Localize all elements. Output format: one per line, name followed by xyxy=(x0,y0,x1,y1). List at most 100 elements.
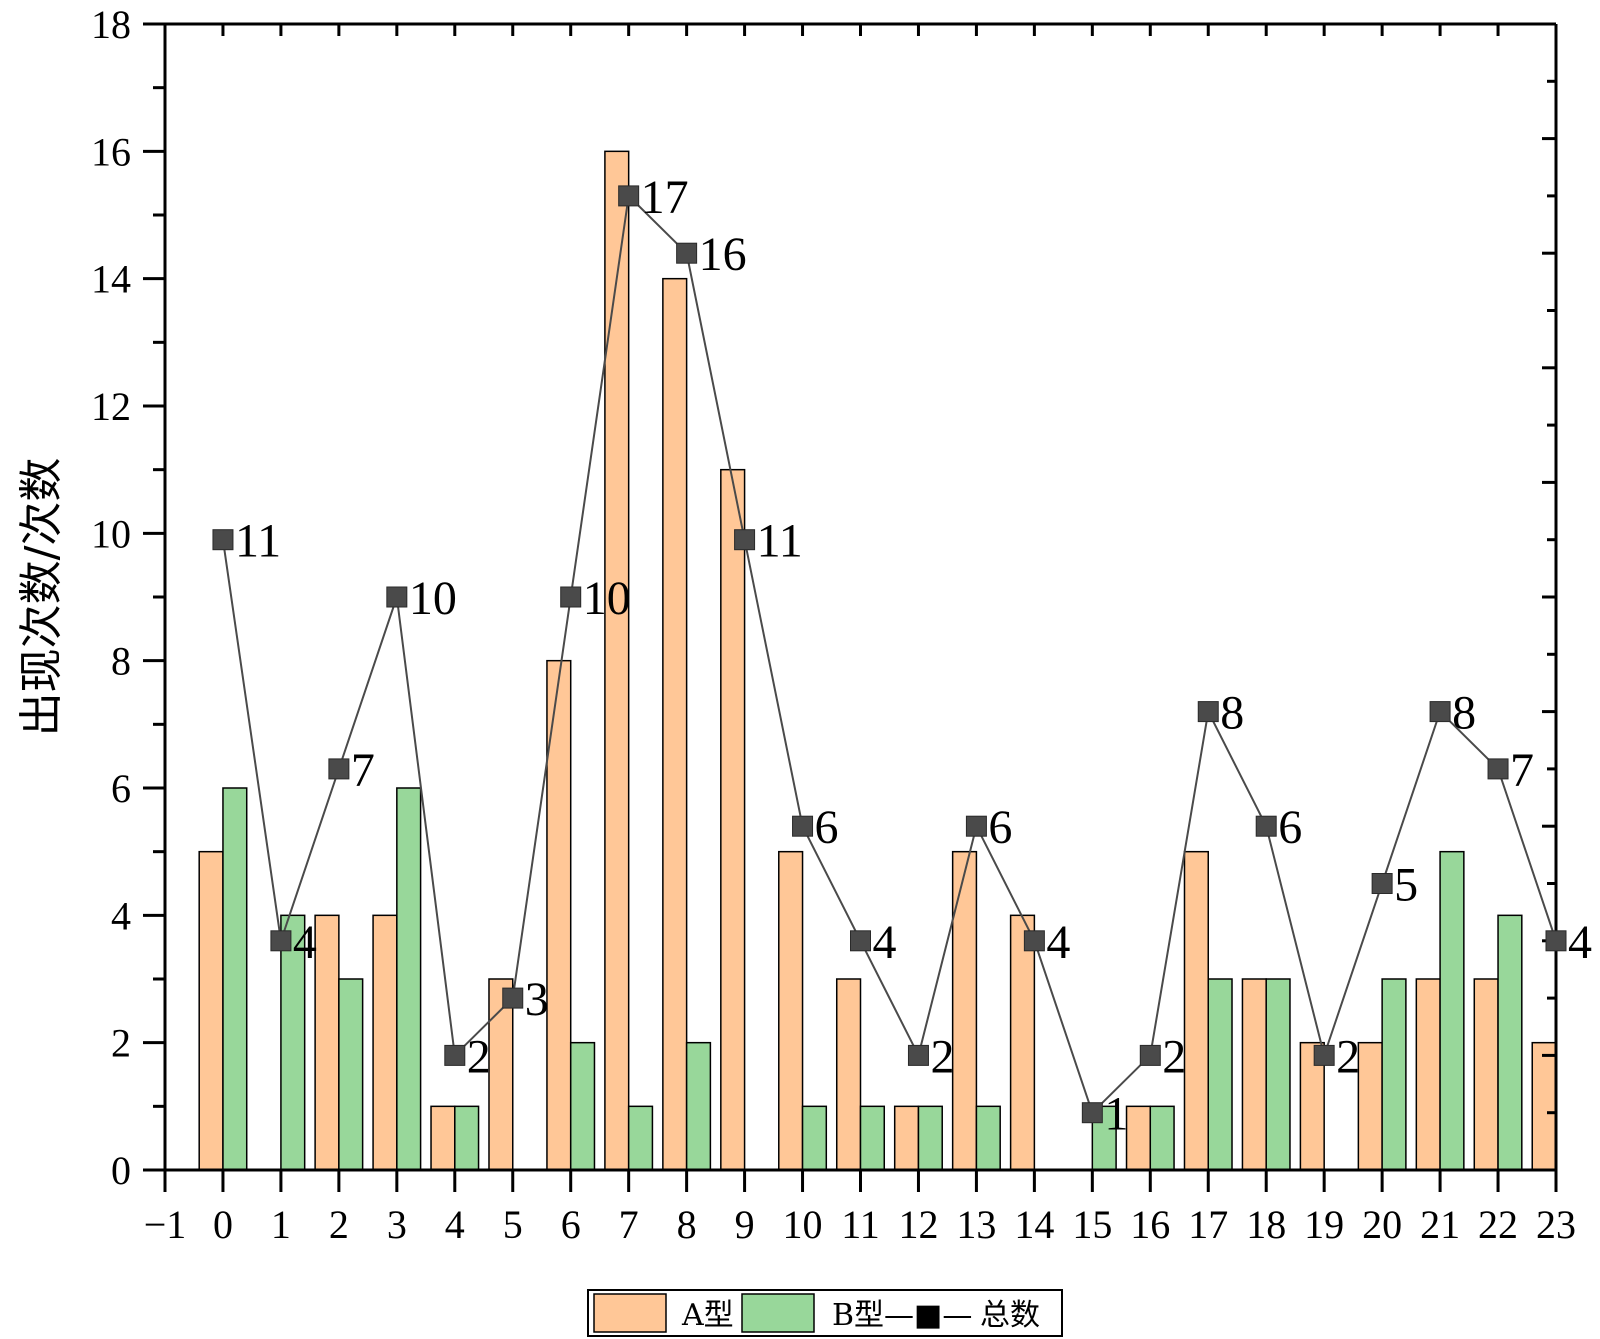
bar-a-21 xyxy=(1415,978,1441,1171)
total-label-22: 7 xyxy=(1510,744,1534,797)
total-marker-1 xyxy=(270,930,292,952)
bar-a-8 xyxy=(662,277,688,1171)
total-marker-20 xyxy=(1371,873,1393,894)
legend-line-glyph: —■— xyxy=(884,1298,972,1333)
bar-a-3 xyxy=(372,914,398,1171)
x-tick-label-14: 14 xyxy=(1014,1202,1054,1247)
y-tick-label-18: 18 xyxy=(91,2,131,47)
x-tick-label-21: 21 xyxy=(1420,1202,1460,1247)
x-tick-label-2: 2 xyxy=(329,1202,349,1247)
x-tick-label-18: 18 xyxy=(1246,1202,1286,1247)
x-tick-label-6: 6 xyxy=(561,1202,581,1247)
total-label-1: 4 xyxy=(293,916,317,969)
total-label-11: 4 xyxy=(873,916,897,969)
total-label-3: 10 xyxy=(409,572,457,625)
x-tick-label-3: 3 xyxy=(387,1202,407,1247)
total-label-12: 2 xyxy=(930,1030,954,1083)
total-marker-16 xyxy=(1139,1044,1161,1066)
total-marker-4 xyxy=(444,1044,466,1066)
x-tick-label-20: 20 xyxy=(1362,1202,1402,1247)
y-tick-label-0: 0 xyxy=(111,1148,131,1193)
total-label-21: 8 xyxy=(1452,687,1476,740)
legend-label-total: 总数 xyxy=(980,1298,1040,1333)
legend: A型 B型 —■— 总数 xyxy=(587,1289,1063,1337)
total-label-5: 3 xyxy=(525,973,549,1026)
bar-a-16 xyxy=(1125,1105,1152,1171)
total-marker-12 xyxy=(907,1044,929,1066)
total-label-7: 17 xyxy=(641,171,689,224)
x-tick-label-9: 9 xyxy=(735,1202,755,1247)
bar-b-3 xyxy=(396,787,422,1171)
total-marker-10 xyxy=(792,815,814,837)
total-marker-9 xyxy=(734,529,756,551)
y-axis-title: 出现次数/次数 xyxy=(16,458,67,737)
y-tick-label-6: 6 xyxy=(111,766,131,811)
x-tick-label-19: 19 xyxy=(1304,1202,1344,1247)
total-label-0: 11 xyxy=(235,515,281,568)
y-tick-label-14: 14 xyxy=(91,257,131,302)
total-marker-22 xyxy=(1487,758,1509,780)
legend-label-a: A型 xyxy=(681,1298,734,1333)
total-label-15: 1 xyxy=(1104,1088,1128,1141)
x-tick-label-8: 8 xyxy=(677,1202,697,1247)
bar-b-4 xyxy=(454,1105,480,1171)
legend-frame xyxy=(587,1289,1063,1337)
total-label-10: 6 xyxy=(815,801,839,854)
total-marker-3 xyxy=(386,586,408,608)
bar-a-17 xyxy=(1183,850,1209,1171)
bar-a-14 xyxy=(1009,914,1036,1171)
x-tick-label-15: 15 xyxy=(1072,1202,1112,1247)
total-marker-2 xyxy=(328,758,350,780)
total-line xyxy=(221,193,1557,1115)
legend-label-b: B型 xyxy=(832,1298,884,1333)
total-label-8: 16 xyxy=(699,228,747,281)
total-marker-5 xyxy=(502,987,524,1009)
total-label-13: 6 xyxy=(988,801,1012,854)
bar-b-21 xyxy=(1439,850,1465,1171)
bar-b-7 xyxy=(627,1105,654,1171)
bar-a-2 xyxy=(314,914,340,1171)
bar-b-10 xyxy=(801,1105,828,1171)
bar-b-18 xyxy=(1265,978,1291,1171)
total-label-2: 7 xyxy=(351,744,375,797)
y-tick-label-2: 2 xyxy=(111,1021,131,1066)
y-tick-label-4: 4 xyxy=(111,893,131,938)
x-tick-label-22: 22 xyxy=(1478,1202,1518,1247)
bar-a-0 xyxy=(198,850,224,1171)
y-tick-label-8: 8 xyxy=(111,639,131,684)
x-tick-label-1: 1 xyxy=(271,1202,291,1247)
bar-b-12 xyxy=(917,1105,943,1171)
x-tick-label-10: 10 xyxy=(783,1202,823,1247)
bar-b-8 xyxy=(685,1041,712,1171)
x-tick-label-23: 23 xyxy=(1536,1202,1576,1247)
total-label-6: 10 xyxy=(583,572,631,625)
bar-b-6 xyxy=(569,1041,596,1171)
bar-b-16 xyxy=(1149,1105,1175,1171)
total-marker-14 xyxy=(1023,930,1045,952)
total-marker-21 xyxy=(1429,701,1451,723)
bar-a-22 xyxy=(1473,978,1499,1171)
bar-a-23 xyxy=(1531,1041,1557,1171)
bar-a-10 xyxy=(778,850,804,1171)
y-tick-label-16: 16 xyxy=(91,129,131,174)
total-label-18: 6 xyxy=(1278,801,1302,854)
bar-a-18 xyxy=(1241,978,1267,1171)
bar-b-0 xyxy=(222,787,248,1171)
total-marker-11 xyxy=(850,930,871,952)
total-label-16: 2 xyxy=(1162,1030,1186,1083)
x-tick-label-11: 11 xyxy=(841,1202,880,1247)
total-marker-0 xyxy=(212,529,234,551)
bar-a-20 xyxy=(1357,1041,1383,1171)
total-label-17: 8 xyxy=(1220,687,1244,740)
total-marker-19 xyxy=(1313,1044,1335,1066)
bar-a-9 xyxy=(720,468,746,1171)
x-tick-label-17: 17 xyxy=(1188,1202,1228,1247)
total-marker-7 xyxy=(618,185,640,207)
total-marker-6 xyxy=(560,586,582,608)
x-tick-label-4: 4 xyxy=(445,1202,465,1247)
x-tick-label-13: 13 xyxy=(956,1202,996,1247)
legend-swatch-a xyxy=(593,1293,667,1333)
bar-a-4 xyxy=(430,1105,456,1171)
total-marker-15 xyxy=(1081,1102,1103,1124)
